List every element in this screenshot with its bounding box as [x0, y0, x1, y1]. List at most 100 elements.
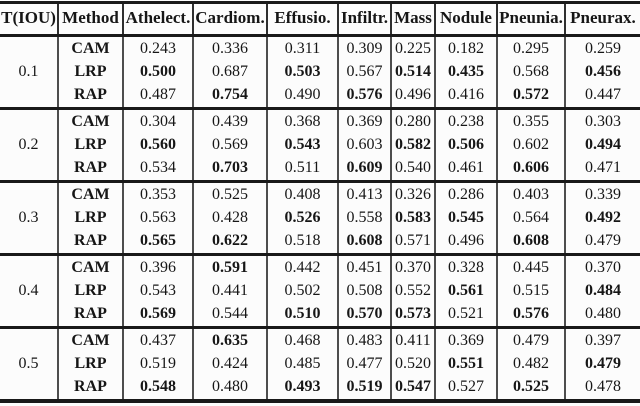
value-cell: 0.518	[266, 229, 338, 255]
value-cell: 0.521	[434, 302, 497, 328]
method-label: LRP	[57, 133, 123, 157]
method-label: LRP	[57, 206, 123, 230]
value-cell: 0.591	[192, 253, 267, 280]
value-cell: 0.496	[434, 229, 497, 255]
value-cell: 0.309	[337, 35, 391, 61]
value-cell: 0.540	[390, 156, 435, 182]
value-cell: 0.687	[192, 60, 267, 84]
value-cell: 0.238	[434, 107, 497, 134]
value-cell: 0.511	[266, 156, 338, 182]
value-cell: 0.571	[390, 229, 435, 255]
column-header-infiltr: Infiltr.	[337, 4, 391, 37]
table-row: LRP 0.543 0.441 0.502 0.508 0.552 0.561 0.515 0.…	[0, 279, 640, 303]
table-row: RAP 0.548 0.480 0.493 0.519 0.547 0.527 0.525 0.…	[0, 375, 640, 399]
column-header-pneunia: Pneunia.	[496, 4, 565, 37]
method-label: CAM	[57, 253, 123, 280]
method-label: RAP	[57, 375, 123, 399]
value-cell: 0.515	[496, 279, 565, 303]
value-cell: 0.534	[122, 156, 193, 182]
value-cell: 0.576	[337, 83, 391, 109]
tiou-value: 0.5	[0, 326, 58, 399]
value-cell: 0.568	[496, 60, 565, 84]
value-cell: 0.411	[390, 326, 435, 353]
value-cell: 0.506	[434, 133, 497, 157]
method-label: RAP	[57, 229, 123, 255]
value-cell: 0.569	[192, 133, 267, 157]
column-header-method: Method	[57, 4, 123, 37]
value-cell: 0.311	[266, 35, 338, 61]
value-cell: 0.547	[390, 375, 435, 399]
value-cell: 0.563	[122, 206, 193, 230]
method-label: LRP	[57, 279, 123, 303]
column-header-athelect: Athelect.	[122, 4, 193, 37]
header-row: T(IOU) Method Athelect. Cardiom. Effusio. Inf…	[0, 4, 640, 37]
value-cell: 0.603	[337, 133, 391, 157]
value-cell: 0.496	[390, 83, 435, 109]
value-cell: 0.456	[564, 60, 640, 84]
value-cell: 0.602	[496, 133, 565, 157]
value-cell: 0.477	[337, 352, 391, 376]
value-cell: 0.564	[496, 206, 565, 230]
value-cell: 0.413	[337, 180, 391, 207]
method-label: CAM	[57, 35, 123, 61]
value-cell: 0.543	[266, 133, 338, 157]
table-row: RAP 0.487 0.754 0.490 0.576 0.496 0.416 0.572 0.…	[0, 83, 640, 109]
value-cell: 0.435	[434, 60, 497, 84]
value-cell: 0.280	[390, 107, 435, 134]
value-cell: 0.561	[434, 279, 497, 303]
value-cell: 0.502	[266, 279, 338, 303]
value-cell: 0.514	[390, 60, 435, 84]
value-cell: 0.368	[266, 107, 338, 134]
value-cell: 0.182	[434, 35, 497, 61]
method-label: CAM	[57, 107, 123, 134]
table-row: LRP 0.563 0.428 0.526 0.558 0.583 0.545 0.564 0.…	[0, 206, 640, 230]
value-cell: 0.551	[434, 352, 497, 376]
value-cell: 0.369	[434, 326, 497, 353]
iou-results-table: T(IOU) Method Athelect. Cardiom. Effusio. Inf…	[0, 4, 640, 399]
table-row: LRP 0.560 0.569 0.543 0.603 0.582 0.506 0.602 0.…	[0, 133, 640, 157]
value-cell: 0.508	[337, 279, 391, 303]
value-cell: 0.569	[122, 302, 193, 328]
value-cell: 0.609	[337, 156, 391, 182]
method-label: LRP	[57, 352, 123, 376]
value-cell: 0.370	[564, 253, 640, 280]
value-cell: 0.225	[390, 35, 435, 61]
value-cell: 0.570	[337, 302, 391, 328]
value-cell: 0.560	[122, 133, 193, 157]
tiou-value: 0.1	[18, 63, 39, 80]
value-cell: 0.479	[564, 352, 640, 376]
value-cell: 0.259	[564, 35, 640, 61]
table-row: 0.5 CAM 0.437 0.635 0.468 0.483 0.411 0.369 0.47…	[0, 326, 640, 399]
value-cell: 0.461	[434, 156, 497, 182]
value-cell: 0.424	[192, 352, 267, 376]
tiou-group-0.3: 0.3 CAM 0.353 0.525 0.408 0.413 0.326 0.286 0.40…	[0, 180, 640, 255]
value-cell: 0.428	[192, 206, 267, 230]
value-cell: 0.583	[390, 206, 435, 230]
column-header-nodule: Nodule	[434, 4, 497, 37]
tiou-value: 0.2	[0, 107, 58, 182]
value-cell: 0.510	[266, 302, 338, 328]
value-cell: 0.328	[434, 253, 497, 280]
value-cell: 0.525	[496, 375, 565, 399]
value-cell: 0.545	[434, 206, 497, 230]
value-cell: 0.295	[496, 35, 565, 61]
tiou-group-0.5: 0.5 CAM 0.437 0.635 0.468 0.483 0.411 0.369 0.47…	[0, 326, 640, 399]
value-cell: 0.490	[266, 83, 338, 109]
value-cell: 0.493	[266, 375, 338, 399]
value-cell: 0.492	[564, 206, 640, 230]
value-cell: 0.480	[192, 375, 267, 399]
value-cell: 0.548	[122, 375, 193, 399]
value-cell: 0.622	[192, 229, 267, 255]
table-row: LRP 0.500 0.687 0.503 0.567 0.514 0.435 0.568 0.…	[0, 60, 640, 84]
tiou-group-0.1: 0.1 CAM 0.243 0.336 0.311 0.309 0.225 0.182 0.29…	[0, 35, 640, 109]
value-cell: 0.573	[390, 302, 435, 328]
value-cell: 0.754	[192, 83, 267, 109]
value-cell: 0.526	[266, 206, 338, 230]
column-header-tiou: T(IOU)	[0, 4, 58, 37]
tiou-value: 0.3	[0, 180, 58, 255]
value-cell: 0.370	[390, 253, 435, 280]
table-row: 0.3 CAM 0.353 0.525 0.408 0.413 0.326 0.286 0.40…	[0, 180, 640, 255]
value-cell: 0.437	[122, 326, 193, 353]
column-header-pneurax: Pneurax.	[564, 4, 640, 37]
